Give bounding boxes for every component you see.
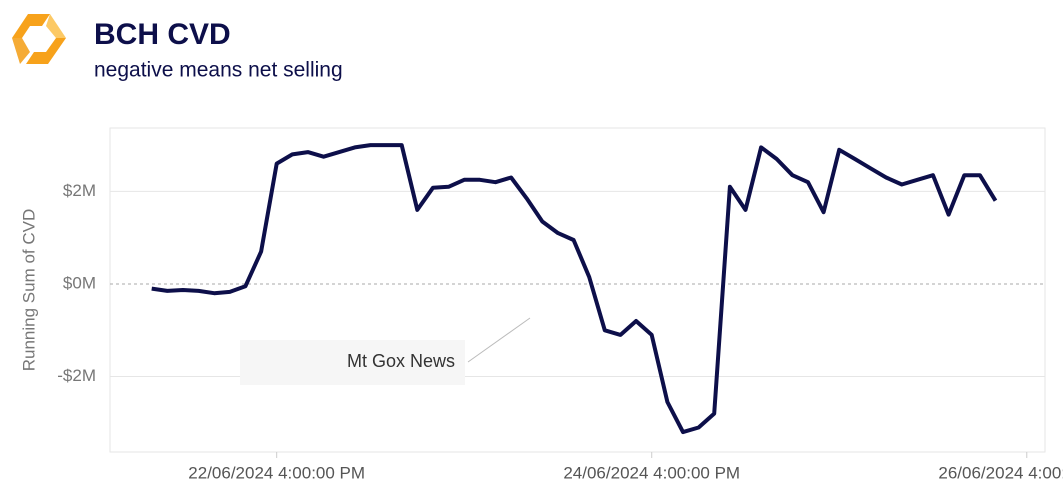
x-tick-label: 22/06/2024 4:00:00 PM (188, 463, 365, 482)
x-tick-label: 24/06/2024 4:00:00 PM (563, 463, 740, 482)
logo (12, 14, 66, 64)
y-tick-label: $0M (63, 273, 96, 292)
y-tick-label: $2M (63, 181, 96, 200)
y-axis-label: Running Sum of CVD (19, 209, 38, 372)
y-tick-label: -$2M (57, 366, 96, 385)
chart-title: BCH CVD (94, 18, 231, 51)
annotation-pointer (467, 317, 531, 363)
annotation: Mt Gox News (347, 351, 455, 371)
annotation-box (240, 340, 465, 385)
series-line (151, 143, 998, 435)
plot-area (109, 127, 1046, 453)
chart-subtitle: negative means net selling (94, 59, 343, 82)
x-tick-label: 26/06/2024 4:00:00 PM (938, 463, 1063, 482)
